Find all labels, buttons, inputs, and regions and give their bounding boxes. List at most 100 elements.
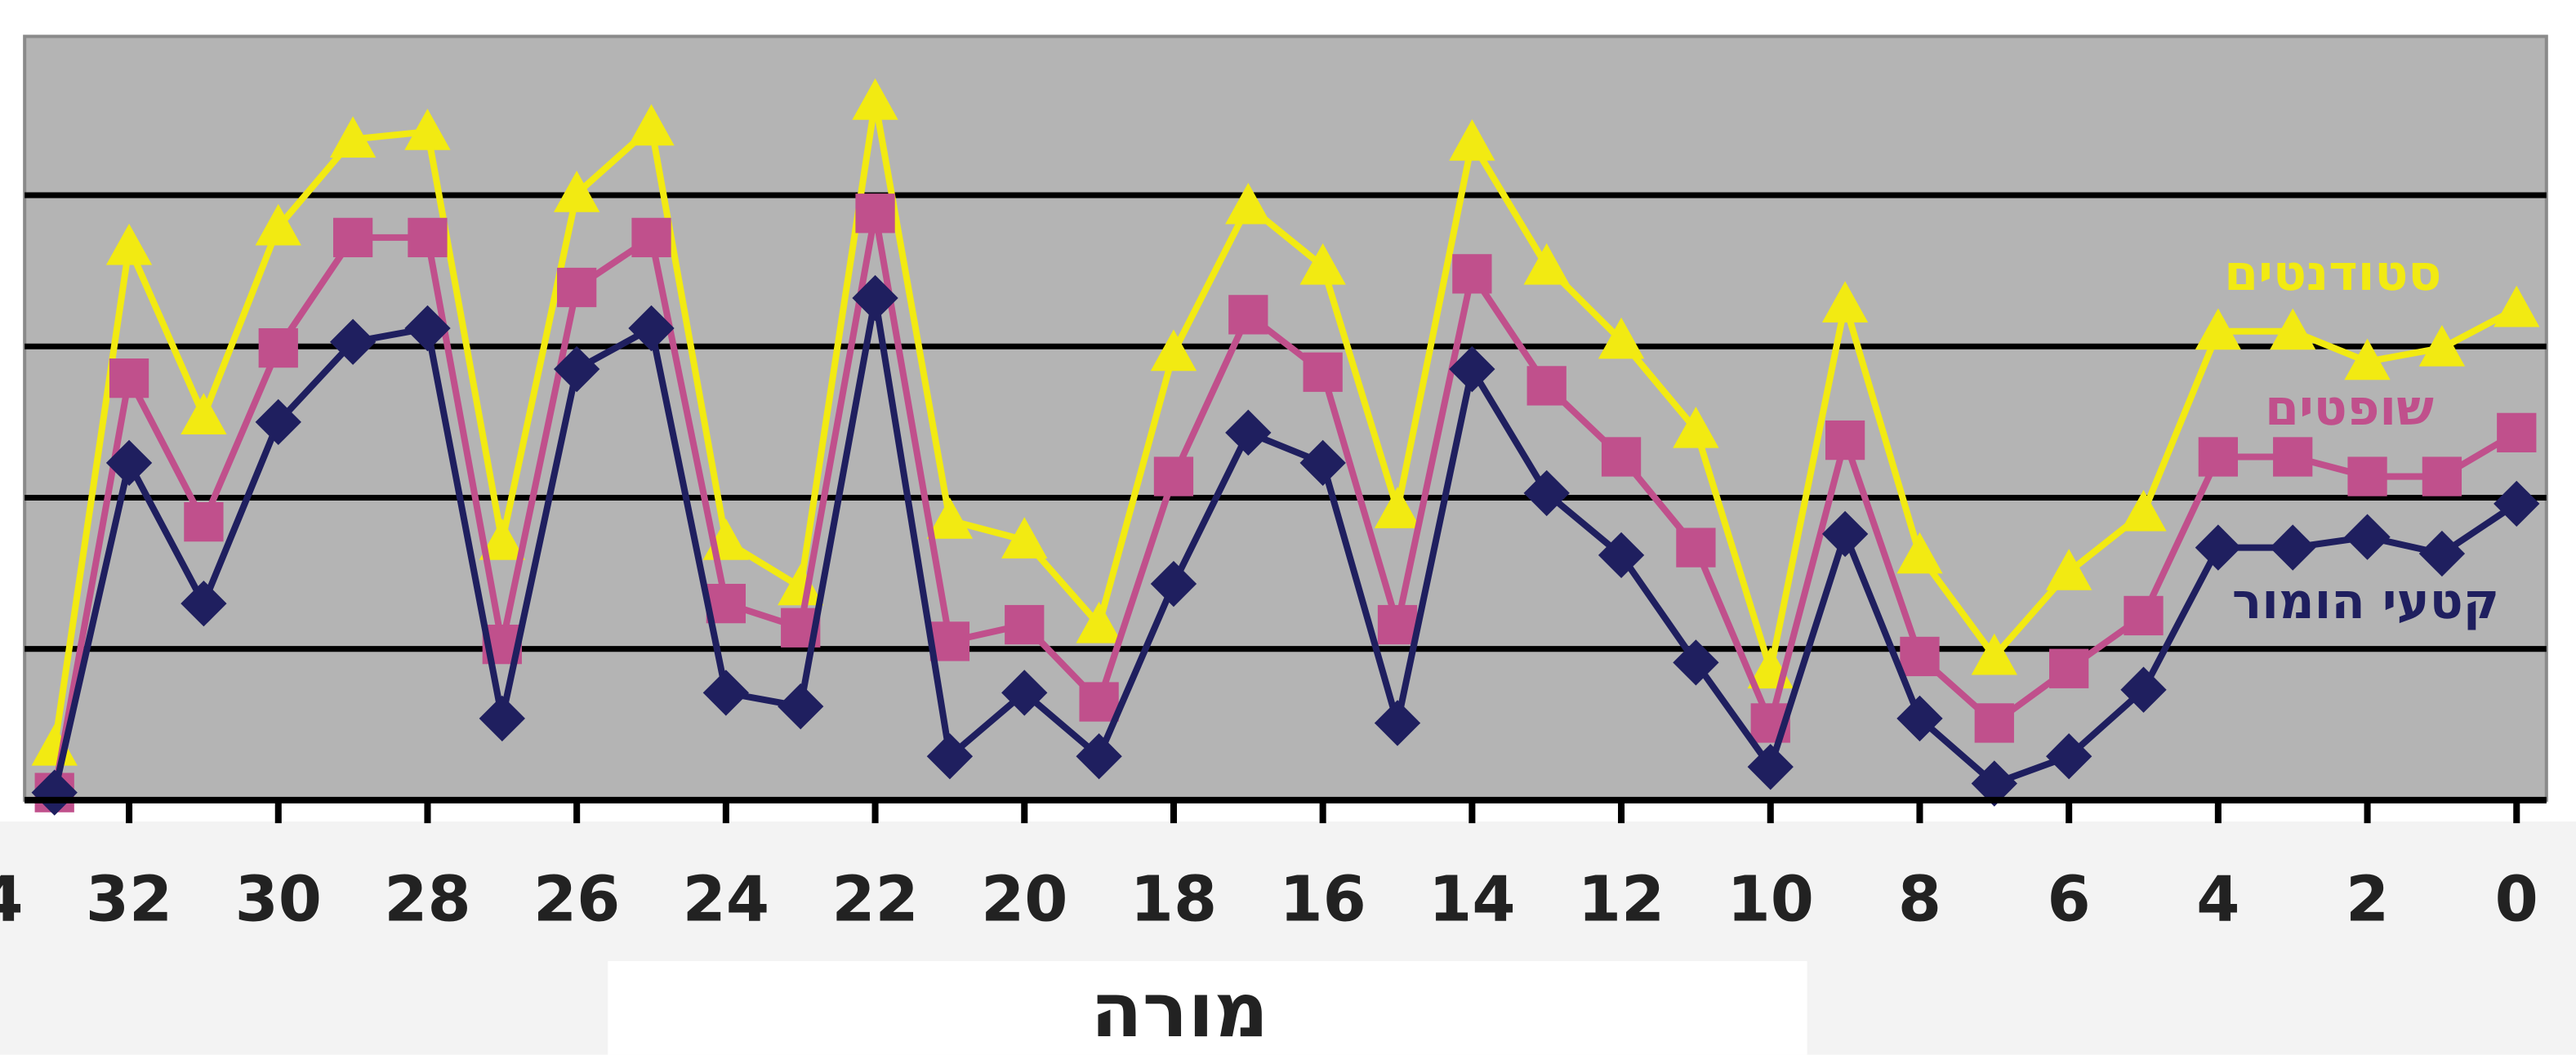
series-line <box>51 297 2519 794</box>
marker <box>258 327 298 368</box>
marker <box>2045 549 2092 590</box>
marker <box>329 116 377 158</box>
x-tick-label: 16 <box>1279 864 1366 937</box>
plot-area <box>23 34 2548 802</box>
x-tick-label: 6 <box>2048 864 2091 937</box>
marker <box>1821 281 1869 323</box>
marker <box>1526 366 1567 406</box>
marker <box>2198 437 2238 477</box>
marker <box>1076 601 1122 643</box>
marker <box>2347 456 2387 496</box>
marker <box>2273 437 2313 477</box>
marker <box>1225 409 1272 456</box>
marker <box>1299 439 1346 487</box>
marker <box>1150 560 1197 608</box>
x-tick-label: 34 <box>0 864 24 937</box>
x-tick-label: 2 <box>2346 864 2389 937</box>
marker <box>852 78 898 120</box>
title-band <box>608 961 1807 1055</box>
marker <box>1005 604 1045 645</box>
marker <box>2344 338 2391 381</box>
marker <box>404 109 451 150</box>
x-tick-label: 32 <box>86 864 172 937</box>
marker <box>1001 517 1048 559</box>
marker <box>1303 352 1343 392</box>
marker <box>702 670 750 716</box>
marker <box>1523 243 1570 285</box>
marker <box>1825 420 1865 461</box>
marker <box>1076 733 1122 780</box>
marker <box>553 345 600 393</box>
marker <box>628 104 675 146</box>
marker <box>2049 648 2089 688</box>
marker <box>929 621 970 661</box>
x-tick-label: 18 <box>1130 864 1217 937</box>
marker <box>1299 243 1346 285</box>
x-tick-label: 26 <box>533 864 620 937</box>
marker <box>1601 437 1642 477</box>
marker <box>557 267 597 308</box>
marker <box>778 563 824 606</box>
series-line <box>51 100 2519 748</box>
marker <box>408 217 448 258</box>
marker <box>2120 489 2167 532</box>
marker <box>2045 733 2092 780</box>
marker <box>1374 487 1421 528</box>
x-tick-label: 8 <box>1898 864 1941 937</box>
marker <box>1676 528 1716 568</box>
marker <box>105 439 153 487</box>
series-label: סטודנטים <box>2224 245 2441 302</box>
x-tick-label: 4 <box>2196 864 2240 937</box>
x-tick-label: 12 <box>1578 864 1665 937</box>
marker <box>1900 636 1940 677</box>
marker <box>1225 182 1272 225</box>
marker <box>2418 530 2466 577</box>
marker <box>2422 456 2462 496</box>
marker <box>926 497 974 539</box>
marker <box>2494 480 2540 528</box>
x-tick-label: 22 <box>831 864 918 937</box>
marker <box>855 194 895 234</box>
marker <box>2270 308 2316 350</box>
marker <box>2124 595 2164 636</box>
marker <box>1377 604 1418 645</box>
marker <box>1079 682 1119 722</box>
marker <box>2195 308 2242 350</box>
series-label: שופטים <box>2265 380 2434 437</box>
marker <box>1974 703 2014 743</box>
marker <box>332 217 373 258</box>
marker <box>1896 532 1943 574</box>
series-line <box>51 212 2519 794</box>
x-tick-label: 10 <box>1727 864 1814 937</box>
x-tick-label: 20 <box>981 864 1067 937</box>
marker <box>852 274 898 322</box>
marker <box>1821 510 1869 558</box>
marker <box>1449 119 1495 161</box>
marker <box>2497 412 2537 452</box>
series-label: קטעי הומור <box>2232 573 2499 630</box>
marker <box>1523 470 1570 517</box>
marker <box>105 223 153 265</box>
marker <box>184 501 224 542</box>
marker <box>1228 295 1268 335</box>
x-tick-label: 28 <box>384 864 470 937</box>
marker <box>1153 456 1194 496</box>
marker <box>2195 524 2242 571</box>
marker <box>479 519 525 560</box>
marker <box>1971 633 2017 675</box>
marker <box>180 393 227 434</box>
marker <box>109 358 149 398</box>
x-tick-label: 14 <box>1428 864 1515 937</box>
x-tick-label: 30 <box>235 864 322 937</box>
marker <box>553 171 600 212</box>
marker <box>631 217 671 258</box>
marker <box>1452 254 1492 294</box>
x-tick-label: 24 <box>683 864 769 937</box>
marker <box>1150 329 1197 372</box>
x-tick-label: 0 <box>2495 864 2538 937</box>
marker <box>778 683 824 730</box>
marker <box>1598 317 1645 359</box>
marker <box>926 733 974 780</box>
marker <box>255 203 301 246</box>
